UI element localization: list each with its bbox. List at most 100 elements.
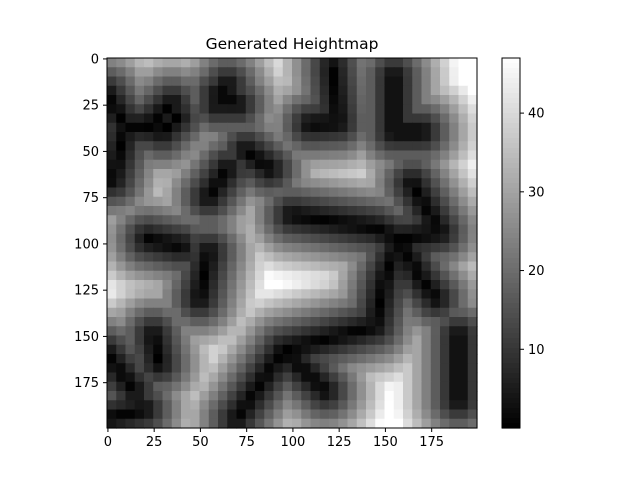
heatmap-cell: [310, 409, 321, 420]
heatmap-cell: [347, 76, 358, 87]
heatmap-cell: [356, 381, 367, 392]
heatmap-cell: [319, 391, 330, 401]
heatmap-cell: [449, 289, 460, 300]
heatmap-cell: [375, 104, 386, 115]
heatmap-cell: [421, 280, 432, 290]
heatmap-cell: [384, 381, 395, 392]
heatmap-cell: [366, 326, 376, 337]
heatmap-cell: [245, 317, 256, 327]
colorbar-cell: [502, 183, 520, 189]
colorbar-cell: [502, 138, 520, 144]
heatmap-cell: [310, 224, 321, 235]
heatmap-cell: [301, 409, 312, 420]
heatmap-cell: [384, 400, 395, 411]
heatmap-cell: [301, 233, 312, 244]
heatmap-cell: [292, 150, 302, 161]
heatmap-cell: [301, 418, 312, 429]
heatmap-cell: [227, 224, 238, 235]
heatmap-cell: [208, 132, 219, 142]
heatmap-cell: [144, 122, 154, 133]
heatmap-cell: [338, 132, 349, 142]
heatmap-cell: [412, 243, 423, 253]
heatmap-cell: [449, 400, 460, 411]
heatmap-cell: [467, 298, 478, 309]
heatmap-cell: [218, 187, 228, 198]
heatmap-cell: [227, 113, 238, 124]
heatmap-cell: [116, 418, 127, 429]
heatmap-cell: [282, 169, 293, 179]
colorbar-tick-label: 40: [528, 107, 545, 122]
heatmap-cell: [467, 289, 478, 300]
heatmap-cell: [134, 132, 145, 142]
heatmap-cell: [134, 289, 145, 300]
heatmap-cell: [264, 178, 275, 189]
heatmap-cell: [190, 104, 201, 115]
heatmap-cell: [144, 141, 154, 152]
heatmap-cell: [236, 67, 247, 78]
colorbar-cell: [502, 293, 520, 299]
heatmap-cell: [218, 67, 228, 78]
heatmap-cell: [467, 169, 478, 179]
heatmap-cell: [273, 206, 284, 216]
colorbar-cell: [502, 88, 520, 94]
heatmap-cell: [153, 335, 164, 346]
heatmap-cell: [347, 178, 358, 189]
heatmap-cell: [190, 85, 201, 96]
heatmap-cell: [403, 418, 413, 429]
heatmap-cell: [467, 150, 478, 161]
heatmap-cell: [329, 169, 339, 179]
heatmap-cell: [375, 252, 386, 263]
heatmap-cell: [421, 391, 432, 401]
heatmap-cell: [292, 317, 302, 327]
colorbar-cell: [502, 298, 520, 304]
heatmap-cell: [356, 76, 367, 87]
heatmap-cell: [301, 196, 312, 207]
heatmap-cell: [181, 252, 191, 263]
heatmap-cell: [301, 141, 312, 152]
heatmap-cell: [467, 76, 478, 87]
heatmap-cell: [144, 381, 154, 392]
heatmap-cell: [356, 122, 367, 133]
heatmap-cell: [264, 58, 275, 68]
heatmap-cell: [236, 243, 247, 253]
heatmap-cell: [319, 307, 330, 318]
heatmap-cell: [458, 335, 469, 346]
heatmap-cell: [421, 335, 432, 346]
heatmap-cell: [190, 261, 201, 272]
heatmap-cell: [393, 289, 404, 300]
heatmap-cell: [338, 150, 349, 161]
heatmap-cell: [467, 372, 478, 383]
heatmap-cell: [273, 169, 284, 179]
heatmap-cell: [393, 381, 404, 392]
heatmap-cell: [375, 289, 386, 300]
heatmap-cell: [282, 381, 293, 392]
heatmap-cell: [440, 326, 450, 337]
heatmap-cell: [375, 409, 386, 420]
heatmap-cell: [264, 335, 275, 346]
heatmap-cell: [366, 252, 376, 263]
colorbar-cell: [502, 278, 520, 284]
heatmap-cell: [356, 391, 367, 401]
heatmap-cell: [153, 243, 164, 253]
heatmap-cell: [273, 391, 284, 401]
heatmap-cell: [449, 307, 460, 318]
heatmap-cell: [208, 363, 219, 374]
heatmap-cell: [153, 187, 164, 198]
heatmap-cell: [162, 261, 173, 272]
heatmap-cell: [412, 354, 423, 364]
heatmap-cell: [449, 243, 460, 253]
heatmap-cell: [403, 67, 413, 78]
heatmap-cell: [384, 243, 395, 253]
heatmap-cell: [393, 400, 404, 411]
heatmap-cell: [449, 215, 460, 226]
heatmap-cell: [467, 243, 478, 253]
heatmap-cell: [245, 354, 256, 364]
heatmap-cell: [107, 298, 117, 309]
heatmap-cell: [292, 178, 302, 189]
heatmap-cell: [338, 85, 349, 96]
heatmap-cell: [236, 289, 247, 300]
heatmap-cell: [218, 243, 228, 253]
heatmap-cell: [449, 317, 460, 327]
heatmap-cell: [255, 215, 265, 226]
heatmap-cell: [366, 298, 376, 309]
